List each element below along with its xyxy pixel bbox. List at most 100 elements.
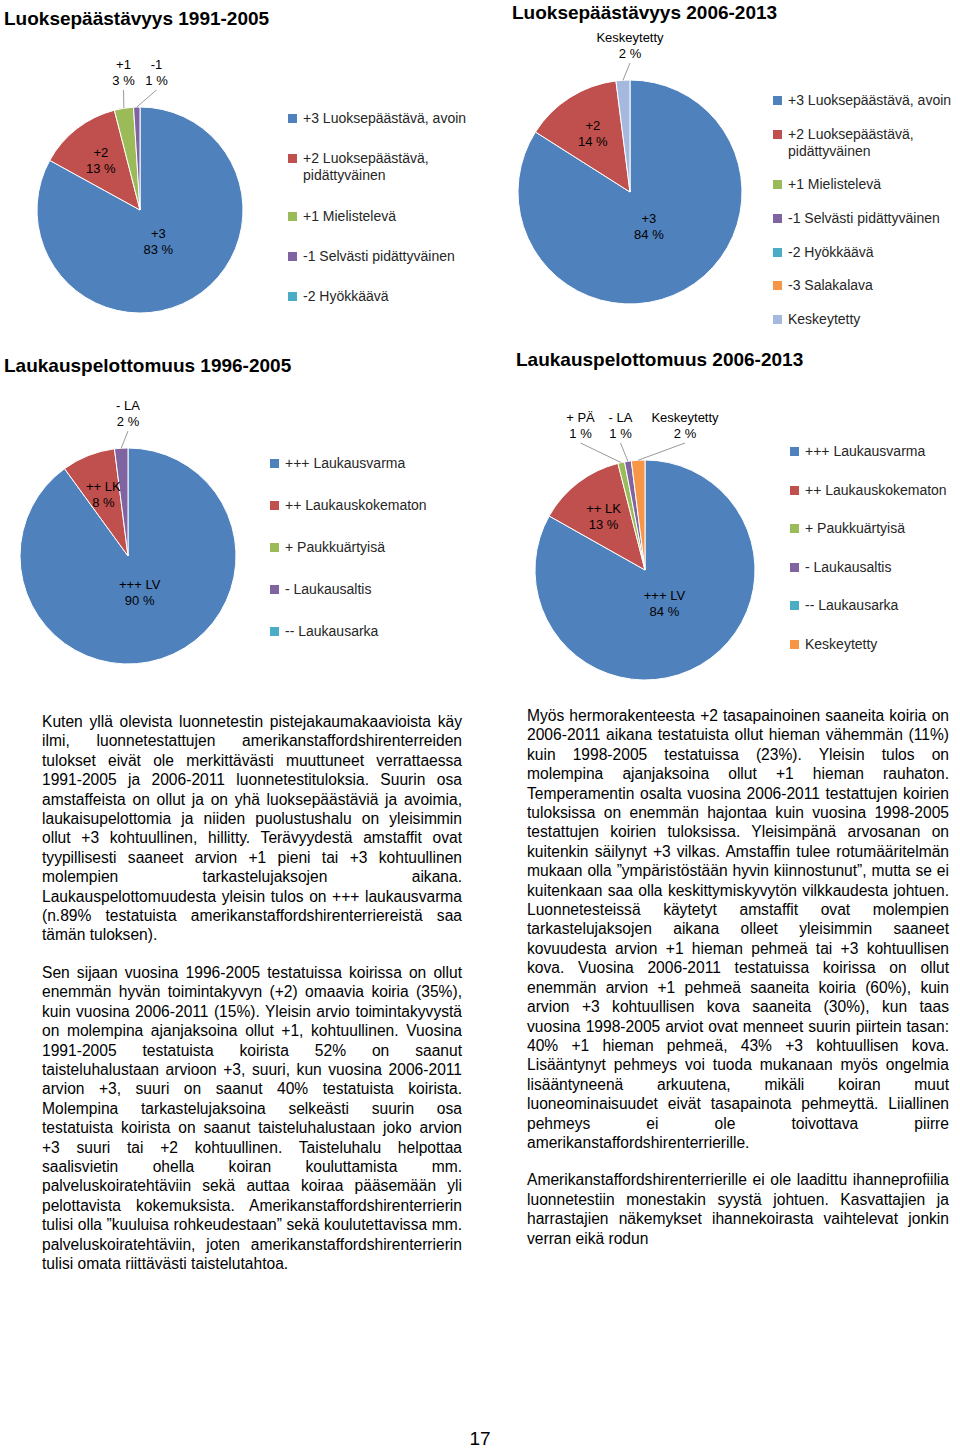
legend-swatch bbox=[790, 486, 799, 495]
legend-swatch bbox=[288, 292, 297, 301]
value-label: 1 % bbox=[145, 73, 168, 88]
leader-line bbox=[121, 431, 128, 448]
pie-slice bbox=[37, 107, 243, 313]
slice-label: - LA bbox=[609, 410, 633, 425]
legend-item: -3 Salakalava bbox=[773, 277, 958, 294]
legend-swatch bbox=[790, 447, 799, 456]
data-labels: +++ LV90 %++ LK8 %- LA2 % bbox=[86, 398, 161, 608]
legend: +++ Laukausvarma ++ Laukauskokematon + Pau… bbox=[270, 455, 460, 640]
chart-title: Luoksepäästävyys 2006-2013 bbox=[512, 2, 777, 23]
value-label: 2 % bbox=[619, 46, 642, 61]
legend-item: +2 Luoksepäästävä, pidättyväinen bbox=[288, 150, 473, 184]
slice-label: Keskeytetty bbox=[651, 410, 719, 425]
legend-label: ++ Laukauskokematon bbox=[285, 497, 427, 514]
paragraph: Amerikanstaffordshirenterrierille ei ole… bbox=[527, 1170, 949, 1248]
legend-item: +1 Mielistelevä bbox=[773, 176, 958, 193]
pie-slice bbox=[616, 81, 630, 192]
legend-swatch bbox=[270, 627, 279, 636]
legend-label: +2 Luoksepäästävä, pidättyväinen bbox=[788, 126, 958, 160]
legend-swatch bbox=[288, 212, 297, 221]
legend-swatch bbox=[790, 640, 799, 649]
legend-label: +++ Laukausvarma bbox=[805, 443, 925, 460]
slice-label: + PÄ bbox=[566, 410, 595, 425]
legend-swatch bbox=[270, 585, 279, 594]
legend-item: + Paukkuärtyisä bbox=[270, 539, 460, 556]
pie-slice bbox=[631, 460, 645, 570]
value-label: 1 % bbox=[609, 426, 632, 441]
value-label: 8 % bbox=[92, 495, 115, 510]
legend-item: -2 Hyökkäävä bbox=[288, 288, 473, 305]
pie-slice bbox=[134, 107, 140, 210]
data-labels: +++ LV84 %++ LK13 %+ PÄ1 %- LA1 %Keskeyt… bbox=[566, 410, 719, 619]
leader-line bbox=[137, 90, 157, 107]
legend-swatch bbox=[790, 601, 799, 610]
legend-swatch bbox=[288, 154, 297, 163]
value-label: 2 % bbox=[117, 414, 140, 429]
leader-line bbox=[123, 90, 124, 108]
legend: +3 Luoksepäästävä, avoin +2 Luoksepäästäv… bbox=[288, 110, 473, 305]
pie-slice bbox=[616, 80, 630, 192]
data-labels: +383 %+213 %+13 %-11 % bbox=[86, 57, 174, 257]
legend-item: -- Laukausarka bbox=[270, 623, 460, 640]
value-label: 3 % bbox=[112, 73, 135, 88]
legend-label: -3 Salakalava bbox=[788, 277, 873, 294]
legend-label: +1 Mielistelevä bbox=[303, 208, 396, 225]
legend-label: -2 Hyökkäävä bbox=[303, 288, 389, 305]
value-label: 2 % bbox=[674, 426, 697, 441]
pie-slice bbox=[616, 81, 630, 192]
paragraph: Sen sijaan vuosina 1996-2005 testatuissa… bbox=[42, 963, 462, 1274]
pie-chart: Luoksepäästävyys 1991-2005+383 %+213 %+1… bbox=[4, 8, 270, 313]
pie-slice bbox=[616, 81, 630, 192]
value-label: 83 % bbox=[144, 242, 174, 257]
pie-slice bbox=[616, 81, 630, 192]
legend-swatch bbox=[270, 459, 279, 468]
slice-label: +3 bbox=[641, 211, 656, 226]
slice-label: -1 bbox=[151, 57, 163, 72]
legend-item: +1 Mielistelevä bbox=[288, 208, 473, 225]
legend-swatch bbox=[773, 96, 782, 105]
leader-line bbox=[621, 443, 628, 461]
value-label: 13 % bbox=[86, 161, 116, 176]
value-label: 90 % bbox=[125, 593, 155, 608]
legend-label: +1 Mielistelevä bbox=[788, 176, 881, 193]
legend-swatch bbox=[288, 252, 297, 261]
paragraph: Kuten yllä olevista luonnetestin pisteja… bbox=[42, 712, 462, 945]
legend-label: -2 Hyökkäävä bbox=[788, 244, 874, 261]
leader-line bbox=[581, 443, 622, 463]
slice-label: Keskeytetty bbox=[596, 30, 664, 45]
pie-slice bbox=[114, 449, 128, 556]
page-number: 17 bbox=[0, 1428, 960, 1450]
chart-title: Luoksepäästävyys 1991-2005 bbox=[4, 8, 270, 29]
legend-swatch bbox=[270, 501, 279, 510]
legend-item: - Laukausaltis bbox=[270, 581, 460, 598]
pie-chart: Laukauspelottomuus 2006-2013+++ LV84 %++… bbox=[516, 349, 803, 680]
legend-label: +3 Luoksepäästävä, avoin bbox=[788, 92, 951, 109]
legend-swatch bbox=[773, 130, 782, 139]
legend-item: +++ Laukausvarma bbox=[270, 455, 460, 472]
paragraph: Myös hermorakenteesta +2 tasapainoinen s… bbox=[527, 706, 949, 1152]
legend-label: -- Laukausarka bbox=[805, 597, 898, 614]
legend-item: -1 Selvästi pidättyväinen bbox=[773, 210, 958, 227]
slice-label: +++ LV bbox=[119, 577, 161, 592]
pie-slice bbox=[114, 107, 140, 210]
legend-item: -- Laukausarka bbox=[790, 597, 960, 614]
legend-label: -1 Selvästi pidättyväinen bbox=[303, 248, 455, 265]
legend-item: -2 Hyökkäävä bbox=[773, 244, 958, 261]
legend-label: -1 Selvästi pidättyväinen bbox=[788, 210, 940, 227]
pie-slice bbox=[631, 461, 645, 570]
legend-label: +3 Luoksepäästävä, avoin bbox=[303, 110, 466, 127]
legend-swatch bbox=[773, 281, 782, 290]
legend-item: +3 Luoksepäästävä, avoin bbox=[773, 92, 958, 109]
leader-line bbox=[623, 63, 630, 80]
pie-slice bbox=[20, 448, 236, 664]
legend-item: +2 Luoksepäästävä, pidättyväinen bbox=[773, 126, 958, 160]
pie-slice bbox=[114, 448, 128, 556]
value-label: 14 % bbox=[578, 134, 608, 149]
pie-slice bbox=[140, 107, 141, 210]
legend-item: +++ Laukausvarma bbox=[790, 443, 960, 460]
slice-label: - LA bbox=[116, 398, 140, 413]
legend-item: ++ Laukauskokematon bbox=[270, 497, 460, 514]
pie-slice bbox=[535, 460, 755, 680]
legend-item: Keskeytetty bbox=[790, 636, 960, 653]
slice-label: +3 bbox=[151, 226, 166, 241]
